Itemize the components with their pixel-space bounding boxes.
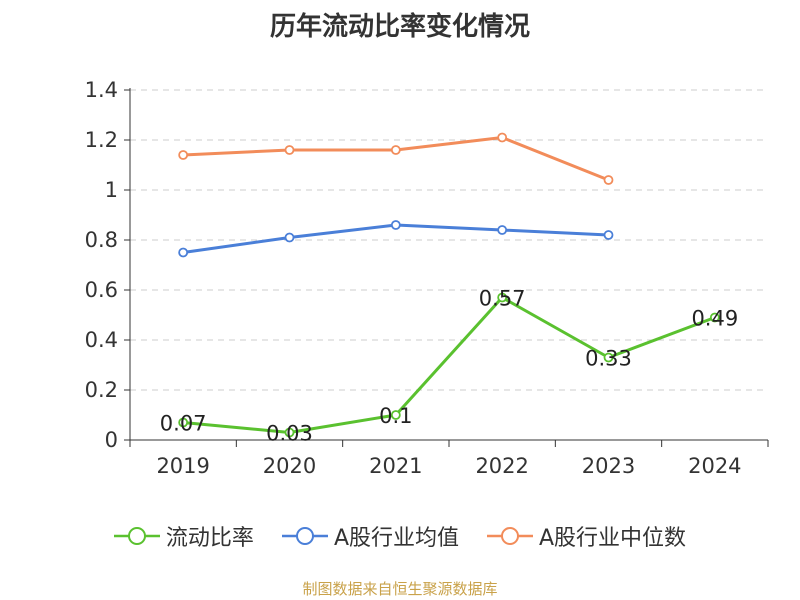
data-point	[390, 145, 401, 155]
x-tick-label: 2020	[263, 454, 316, 478]
data-point	[284, 427, 295, 438]
legend-item-current-ratio[interactable]: 流动比率	[113, 520, 254, 552]
legend-marker-industry-median	[487, 527, 533, 545]
legend-item-industry-mean[interactable]: A股行业均值	[281, 520, 459, 552]
data-label: 0.57	[479, 287, 526, 311]
x-tick-label: 2024	[688, 454, 741, 478]
y-tick-label: 1.4	[85, 78, 118, 102]
y-tick-label: 0.8	[85, 228, 118, 252]
series-points	[178, 132, 720, 438]
data-label: 0.49	[691, 307, 738, 331]
chart-title: 历年流动比率变化情况	[269, 12, 530, 42]
legend-label-industry-median: A股行业中位数	[539, 526, 687, 551]
data-point	[178, 417, 189, 428]
x-tick-label: 2023	[582, 454, 635, 478]
data-label: 0.33	[585, 347, 632, 371]
data-point	[390, 220, 401, 230]
data-labels: 0.07 0.03 0.1 0.57 0.33 0.49	[160, 287, 738, 446]
legend-label-industry-mean: A股行业均值	[333, 526, 459, 551]
data-point	[497, 225, 508, 235]
y-tick-label: 0.6	[85, 278, 118, 302]
series-line-0	[183, 296, 716, 434]
grid-lines	[130, 89, 768, 391]
source-note: 制图数据来自恒生聚源数据库	[302, 580, 498, 598]
x-tick-label: 2021	[369, 454, 422, 478]
data-label: 0.1	[379, 404, 412, 428]
x-tick-label: 2019	[156, 454, 209, 478]
data-label: 0.07	[160, 412, 207, 436]
legend: 流动比率 A股行业均值 A股行业中位数	[0, 520, 800, 552]
y-tick-label: 1.2	[85, 128, 118, 152]
y-tick-label: 0.2	[85, 378, 118, 402]
data-point	[603, 352, 614, 363]
data-point	[497, 132, 508, 143]
legend-label-current-ratio: 流动比率	[165, 526, 254, 551]
series-lines	[182, 136, 716, 434]
data-point	[284, 145, 295, 155]
legend-marker-industry-mean	[281, 527, 328, 545]
data-point	[178, 150, 189, 160]
axes: 0 0.2 0.4 0.6 0.8 1 1.2 1.4 2019 2020 2021 2022 2023…	[85, 78, 769, 478]
data-point	[603, 175, 614, 185]
y-tick-label: 0	[105, 428, 118, 452]
data-point	[709, 312, 720, 323]
data-point	[178, 247, 189, 258]
data-point	[284, 232, 295, 243]
data-point	[390, 410, 401, 420]
data-label: 0.03	[266, 422, 313, 446]
data-point	[603, 230, 614, 240]
legend-marker-current-ratio	[113, 527, 160, 545]
y-tick-label: 0.4	[85, 328, 118, 352]
y-tick-label: 1	[105, 178, 118, 202]
x-tick-label: 2022	[475, 454, 528, 478]
data-point	[497, 292, 508, 303]
legend-item-industry-median[interactable]: A股行业中位数	[487, 520, 686, 552]
series-line-2	[183, 136, 610, 182]
